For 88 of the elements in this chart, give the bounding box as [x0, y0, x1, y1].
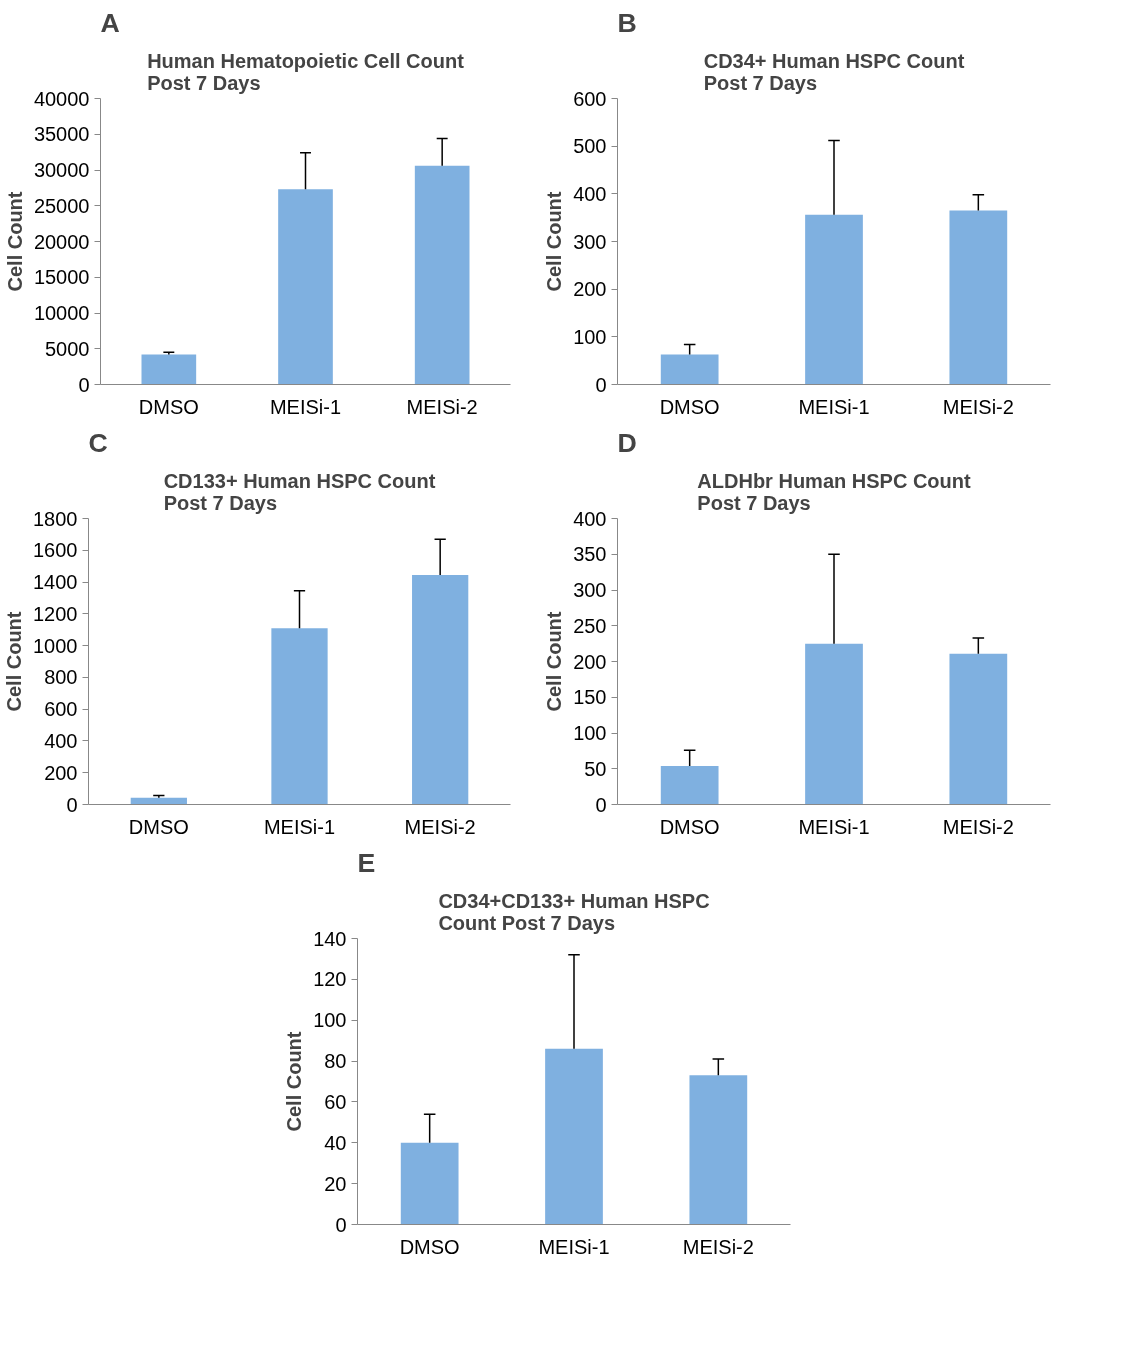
x-tick-label: MEISi-1 — [269, 395, 342, 418]
y-tick-label: 800 — [44, 666, 78, 689]
bar — [278, 189, 333, 385]
y-tick-label: 0 — [335, 1213, 347, 1236]
y-tick-label: 100 — [573, 722, 607, 744]
y-axis-title: Cell Count — [543, 191, 566, 292]
x-tick-label: MEISi-1 — [798, 815, 870, 838]
y-tick-label: 20 — [324, 1172, 347, 1195]
bar — [949, 210, 1008, 385]
y-axis-title: Cell Count — [3, 611, 26, 712]
y-tick-label: 80 — [324, 1050, 347, 1073]
y-tick-label: 200 — [573, 278, 607, 301]
y-tick-label: 350 — [573, 543, 607, 566]
text: E — [357, 847, 376, 878]
y-tick-label: 400 — [573, 182, 607, 205]
text: B — [617, 7, 637, 38]
y-tick-label: 600 — [44, 698, 78, 721]
x-tick-label: DMSO — [138, 395, 199, 418]
y-tick-label: 400 — [44, 729, 78, 752]
x-tick-label: MEISi-2 — [682, 1235, 754, 1258]
x-tick-label: MEISi-2 — [404, 815, 476, 838]
y-tick-label: 100 — [573, 325, 607, 348]
x-tick-label: MEISi-2 — [942, 815, 1014, 838]
y-tick-label: 100 — [313, 1009, 347, 1032]
bar — [805, 214, 863, 385]
chart-title: CD133+ Human HSPC Count Post 7 Days — [163, 469, 436, 514]
y-tick-label: 1200 — [33, 602, 78, 625]
y-tick-label: 25000 — [33, 194, 90, 217]
bar — [141, 354, 197, 385]
y-tick-label: 500 — [573, 135, 607, 158]
y-tick-label: 1600 — [33, 539, 78, 562]
y-tick-label: 15000 — [33, 266, 90, 289]
y-tick-label: 1800 — [33, 507, 78, 530]
y-tick-label: 10000 — [33, 302, 90, 324]
chart-title: ALDHbr Human HSPC Count Post 7 Days — [697, 469, 971, 514]
x-tick-label: DMSO — [659, 815, 720, 838]
x-tick-label: DMSO — [659, 395, 720, 418]
y-tick-label: 0 — [78, 373, 90, 396]
y-tick-label: 35000 — [33, 123, 90, 146]
y-tick-label: 50 — [584, 757, 607, 780]
y-tick-label: 1000 — [33, 634, 78, 657]
x-tick-label: MEISi-1 — [538, 1235, 610, 1258]
y-tick-label: 60 — [324, 1090, 347, 1113]
y-tick-label: 40 — [324, 1131, 347, 1154]
x-tick-label: MEISi-1 — [263, 815, 336, 838]
y-tick-label: 120 — [313, 968, 347, 991]
y-tick-label: 1400 — [33, 571, 78, 594]
x-tick-label: MEISi-2 — [942, 395, 1014, 418]
bar — [660, 354, 719, 385]
y-tick-label: 0 — [66, 793, 78, 816]
y-axis-title: Cell Count — [3, 191, 26, 292]
y-tick-label: 300 — [573, 579, 607, 601]
bar — [400, 1142, 459, 1225]
y-tick-label: 30000 — [33, 159, 90, 181]
bar — [271, 628, 328, 805]
y-tick-label: 5000 — [45, 337, 90, 360]
bar — [805, 643, 863, 805]
y-axis-title: Cell Count — [283, 1031, 306, 1132]
y-tick-label: 20000 — [33, 230, 90, 253]
y-tick-label: 600 — [573, 87, 607, 110]
y-tick-label: 0 — [595, 373, 607, 396]
bar — [660, 765, 719, 805]
chart-title: CD34+ Human HSPC Count Post 7 Days — [703, 49, 965, 94]
chart-title: Human Hematopoietic Cell Count Post 7 Days — [147, 49, 465, 94]
chart-title: CD34+CD133+ Human HSPC Count Post 7 Days — [438, 889, 710, 934]
text: A — [100, 7, 120, 38]
bar — [949, 653, 1008, 805]
y-tick-label: 40000 — [33, 87, 90, 110]
y-tick-label: 250 — [573, 614, 607, 637]
x-tick-label: MEISi-1 — [798, 395, 870, 418]
bar — [130, 797, 187, 805]
bar — [414, 165, 470, 385]
y-tick-label: 200 — [44, 761, 78, 784]
x-tick-label: MEISi-2 — [406, 395, 478, 418]
x-tick-label: DMSO — [399, 1235, 460, 1258]
bar — [412, 574, 469, 805]
y-tick-label: 150 — [573, 686, 607, 709]
text: C — [88, 427, 108, 458]
bar — [689, 1075, 748, 1225]
x-tick-label: DMSO — [128, 815, 189, 838]
y-tick-label: 0 — [595, 793, 607, 816]
y-tick-label: 300 — [573, 230, 607, 253]
y-tick-label: 400 — [573, 507, 607, 530]
y-tick-label: 200 — [573, 650, 607, 673]
bar — [545, 1048, 603, 1225]
y-tick-label: 140 — [313, 927, 347, 950]
y-axis-title: Cell Count — [543, 611, 566, 712]
text: D — [617, 427, 637, 458]
